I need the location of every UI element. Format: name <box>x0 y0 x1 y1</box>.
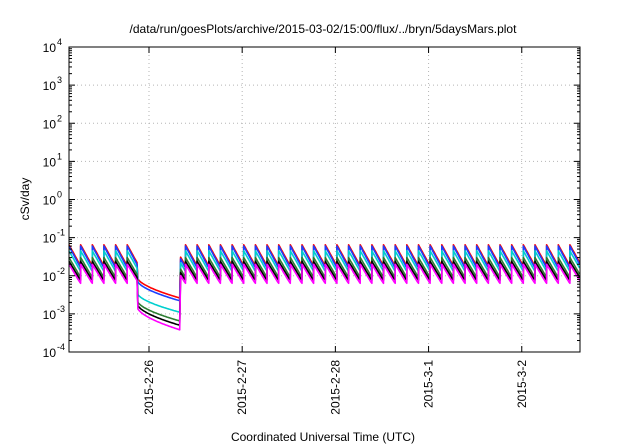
y-tick-label: 10 <box>43 232 57 246</box>
y-tick-label: 10 <box>43 79 57 93</box>
series-line-4 <box>68 256 581 322</box>
y-tick-label: 10 <box>43 270 57 284</box>
y-axis-label: cSv/day <box>18 178 32 221</box>
y-tick-label: 10 <box>43 308 57 322</box>
chart-title: /data/run/goesPlots/archive/2015-03-02/1… <box>130 22 518 36</box>
y-tick-exponent: 2 <box>57 113 62 123</box>
y-tick-label: 10 <box>43 117 57 131</box>
y-tick-label: 10 <box>43 346 57 360</box>
y-tick-exponent: -2 <box>57 266 65 276</box>
x-tick-label: 2015-2-28 <box>328 360 342 415</box>
y-tick-exponent: -3 <box>57 304 65 314</box>
y-tick-label: 10 <box>43 194 57 208</box>
y-tick-exponent: 3 <box>57 75 62 85</box>
grid <box>69 47 580 352</box>
x-tick-label: 2015-3-1 <box>422 360 436 408</box>
x-tick-label: 2015-3-2 <box>515 360 529 408</box>
x-axis-label: Coordinated Universal Time (UTC) <box>231 430 415 444</box>
x-tick-label: 2015-2-27 <box>235 360 249 415</box>
series-line-5 <box>68 260 581 327</box>
y-tick-label: 10 <box>43 41 57 55</box>
y-tick-label: 10 <box>43 155 57 169</box>
series-line-6 <box>68 263 581 331</box>
series-line-3 <box>68 250 581 314</box>
y-tick-exponent: 4 <box>57 37 62 47</box>
y-tick-exponent: -4 <box>57 342 65 352</box>
x-tick-label: 2015-2-26 <box>142 360 156 415</box>
y-tick-exponent: 1 <box>57 151 62 161</box>
x-axis: 2015-2-26 2015-2-27 2015-2-28 2015-3-1 2015-… <box>142 47 529 415</box>
series-line-2 <box>68 245 581 302</box>
series-layer <box>68 244 581 331</box>
y-tick-exponent: -1 <box>57 228 65 238</box>
y-tick-exponent: 0 <box>57 190 62 200</box>
